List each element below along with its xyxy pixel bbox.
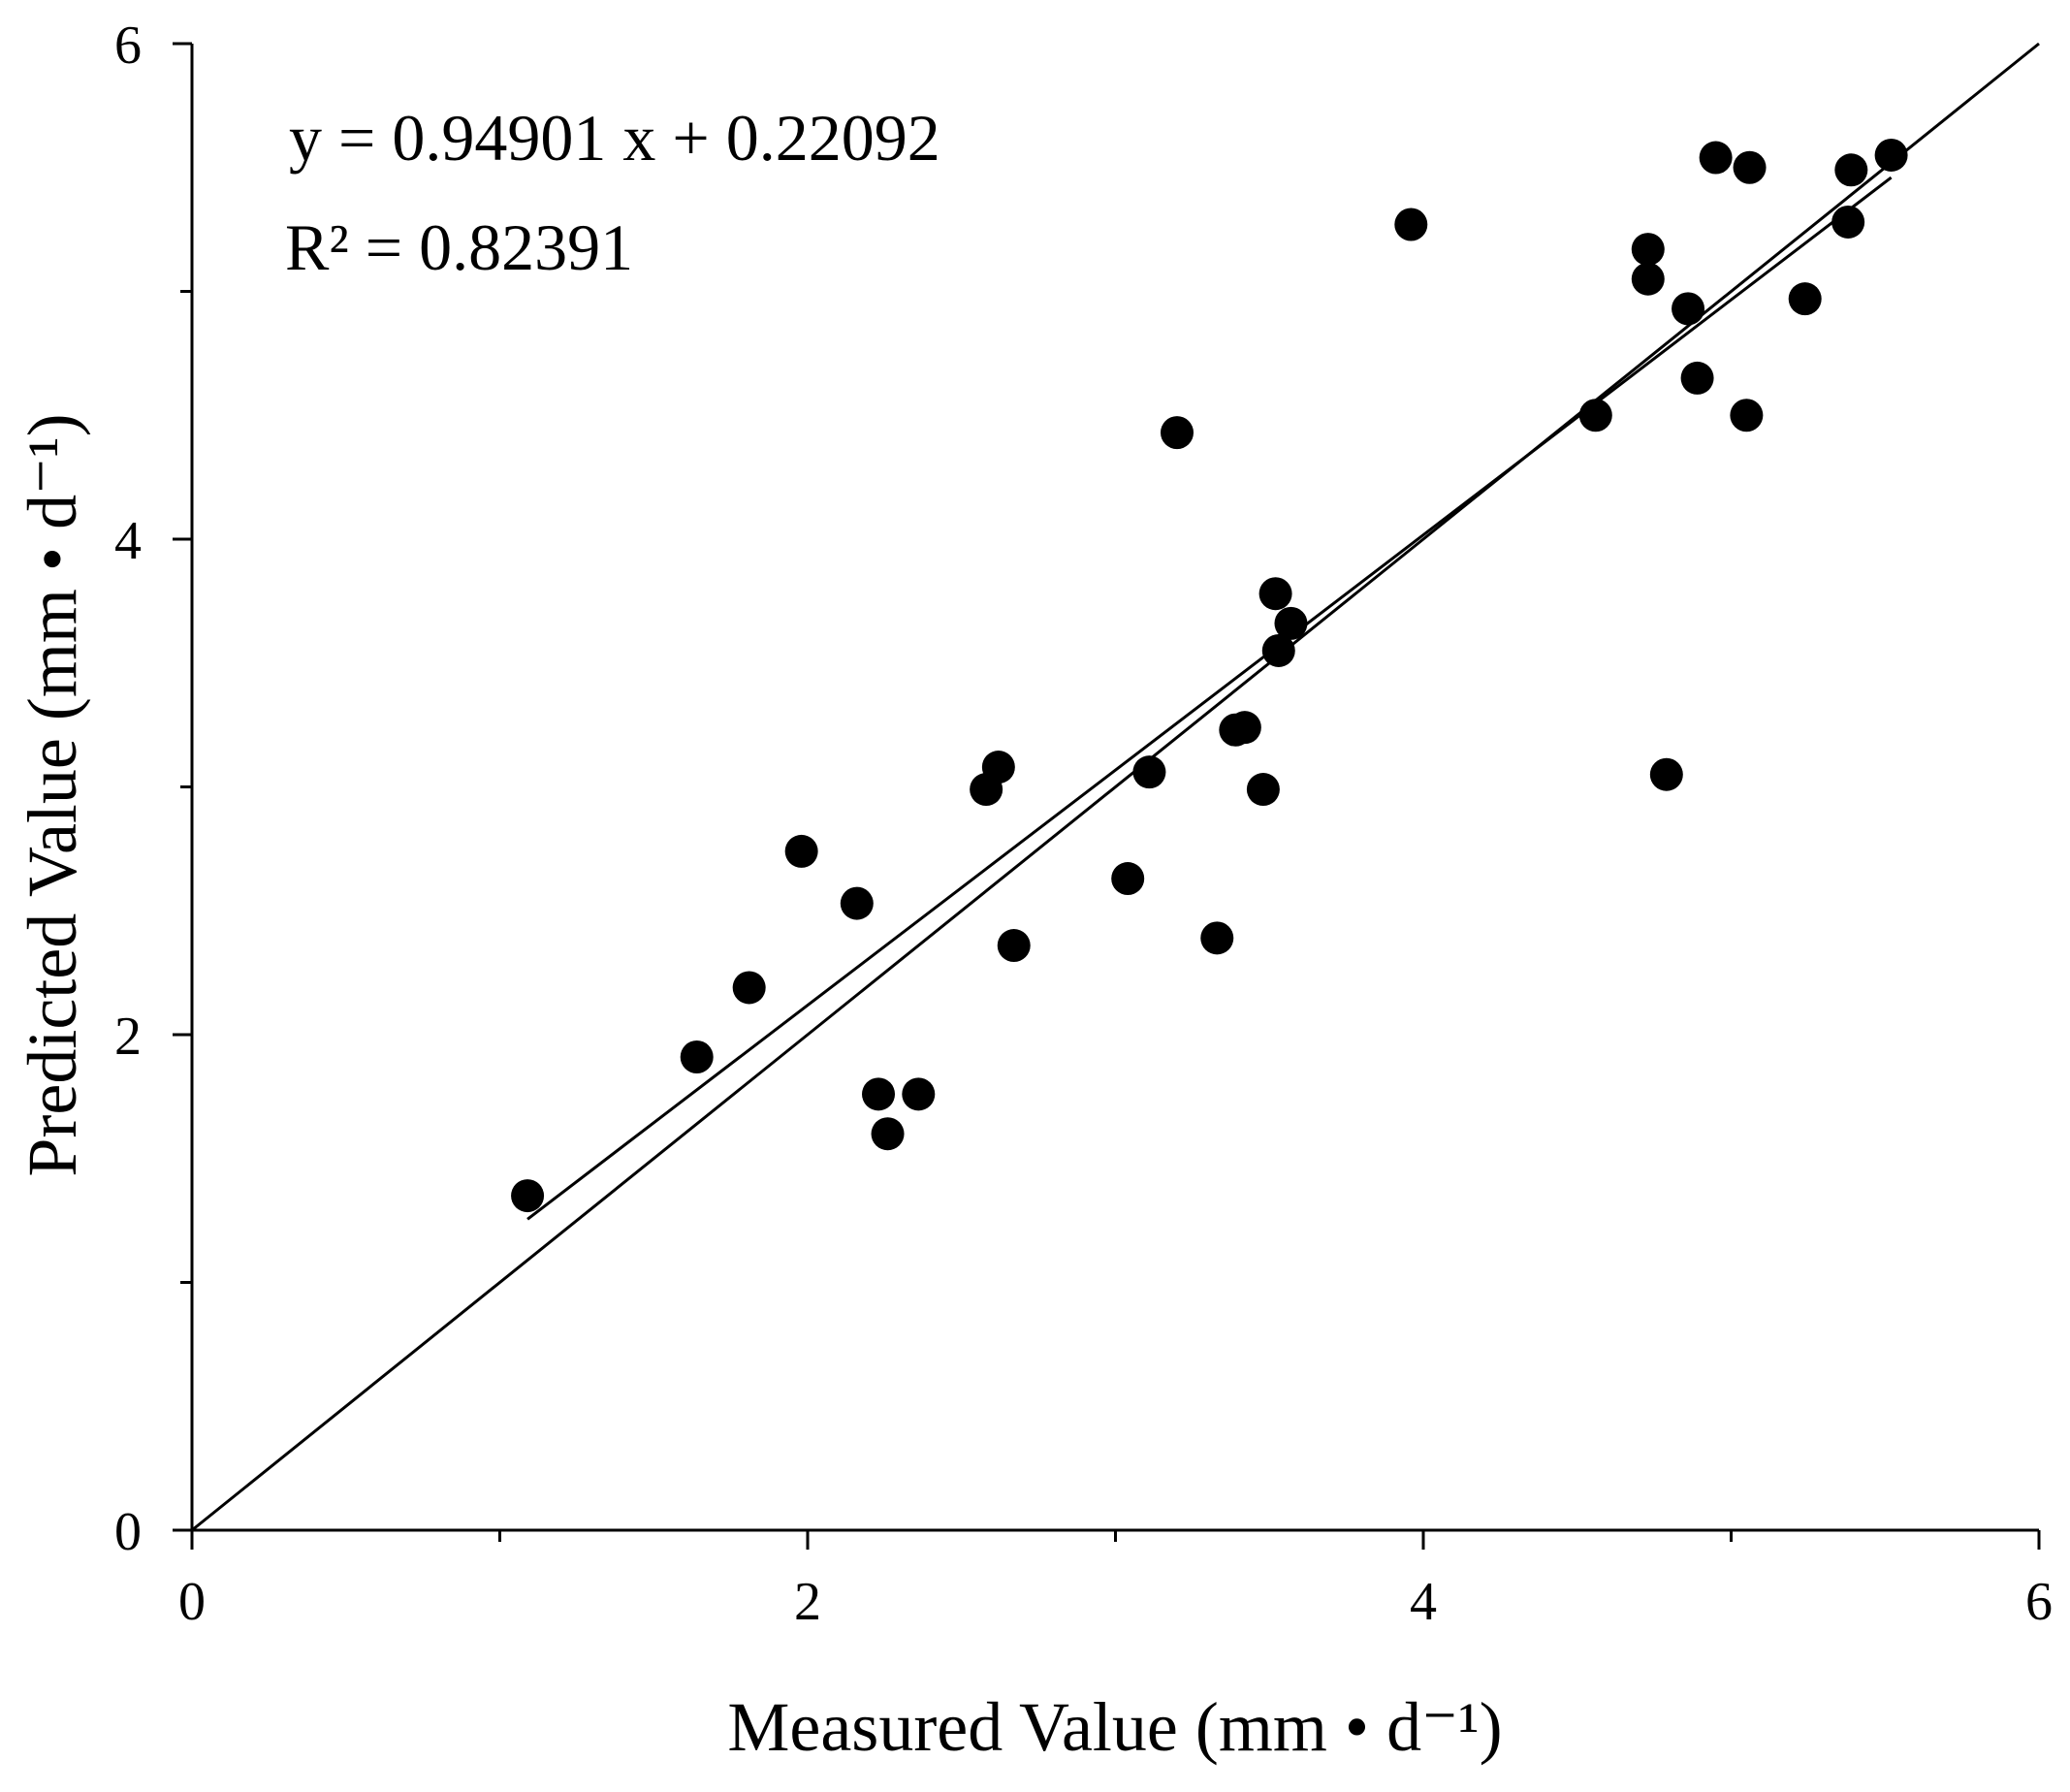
x-axis-title: Measured Value (mm • d⁻¹) bbox=[727, 1688, 1502, 1766]
data-point bbox=[981, 751, 1015, 784]
data-point bbox=[732, 971, 766, 1005]
data-point bbox=[1672, 292, 1705, 326]
data-point bbox=[1649, 757, 1683, 791]
data-point bbox=[871, 1117, 905, 1151]
data-point bbox=[1631, 262, 1665, 296]
data-point bbox=[862, 1077, 896, 1111]
y-tick-label: 6 bbox=[114, 16, 142, 76]
data-point bbox=[1699, 141, 1733, 175]
data-point bbox=[1274, 606, 1308, 640]
data-point bbox=[997, 929, 1031, 963]
data-point bbox=[1578, 399, 1612, 432]
y-tick-label: 4 bbox=[114, 511, 142, 571]
data-point bbox=[511, 1179, 545, 1213]
data-point bbox=[1394, 208, 1428, 241]
data-point bbox=[1161, 416, 1194, 450]
axes: 0 2 4 6 0 2 4 6 bbox=[114, 16, 2053, 1632]
data-point bbox=[1227, 711, 1261, 745]
data-point bbox=[1730, 399, 1764, 432]
data-point bbox=[1200, 921, 1234, 955]
data-point bbox=[902, 1077, 936, 1111]
data-point bbox=[840, 886, 874, 920]
y-tick-label: 0 bbox=[114, 1502, 142, 1562]
data-points bbox=[511, 138, 1908, 1213]
data-point bbox=[1874, 138, 1908, 172]
trend-lines bbox=[191, 42, 2040, 1532]
data-point bbox=[1261, 633, 1295, 667]
x-tick-label: 6 bbox=[2025, 1572, 2053, 1632]
data-point bbox=[1258, 577, 1292, 611]
data-point bbox=[1631, 233, 1665, 267]
data-point bbox=[1680, 361, 1714, 395]
one-to-one-line bbox=[191, 42, 2040, 1532]
x-tick-label: 2 bbox=[794, 1572, 821, 1632]
labels: y = 0.94901 x + 0.22092 R² = 0.82391 Mea… bbox=[14, 101, 1503, 1766]
data-point bbox=[1132, 755, 1166, 789]
data-point bbox=[1788, 282, 1822, 316]
data-point bbox=[1246, 773, 1280, 807]
data-point bbox=[1834, 153, 1868, 187]
r-squared-annotation: R² = 0.82391 bbox=[285, 210, 633, 284]
data-point bbox=[1111, 862, 1145, 896]
regression-line bbox=[526, 176, 1893, 1221]
data-point bbox=[1733, 150, 1767, 184]
x-tick-label: 0 bbox=[178, 1572, 206, 1632]
equation-annotation: y = 0.94901 x + 0.22092 bbox=[289, 101, 940, 175]
data-point bbox=[784, 834, 818, 868]
data-point bbox=[680, 1040, 714, 1073]
y-tick-label: 2 bbox=[114, 1007, 142, 1067]
data-point bbox=[1831, 205, 1865, 239]
x-tick-label: 4 bbox=[1410, 1572, 1437, 1632]
y-axis-title: Predicted Value (mm • d⁻¹) bbox=[14, 413, 91, 1176]
